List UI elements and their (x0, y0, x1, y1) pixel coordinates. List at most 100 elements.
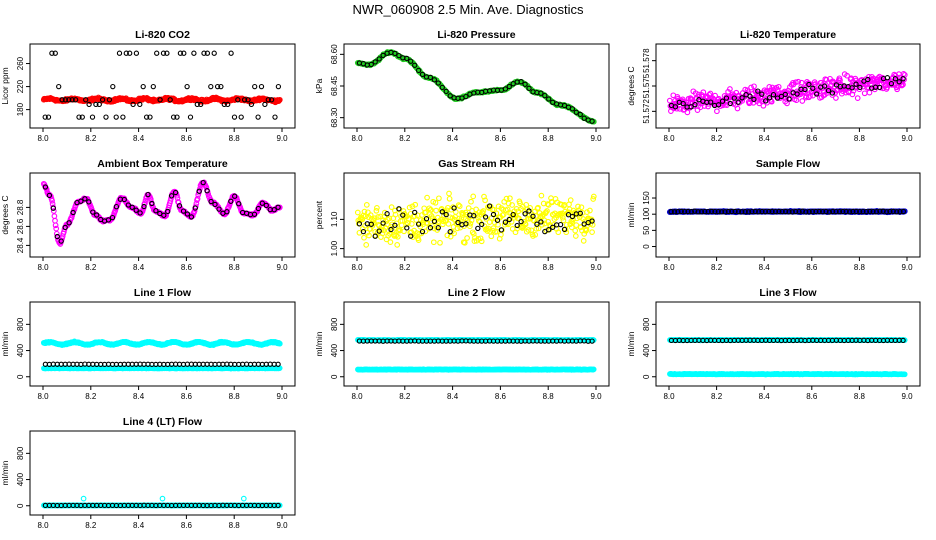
x-tick-label: 8.4 (759, 134, 771, 143)
data-point (688, 209, 695, 215)
data-point (275, 361, 281, 367)
data-point (752, 208, 758, 215)
data-point (50, 208, 57, 214)
data-point (590, 196, 597, 202)
series-raw (354, 49, 597, 125)
data-point (860, 208, 866, 215)
plot-points (40, 338, 283, 372)
y-axis-label: Licor ppm (0, 67, 10, 104)
data-point (386, 215, 393, 222)
y-tick-label: 800 (330, 317, 339, 331)
data-point (870, 208, 876, 215)
data-point (435, 225, 441, 231)
data-point (829, 90, 836, 96)
data-point (816, 208, 822, 215)
data-point (471, 213, 477, 219)
data-point (204, 50, 211, 56)
data-point (502, 219, 509, 225)
data-point (446, 195, 453, 202)
data-point (789, 209, 795, 215)
x-tick-label: 9.0 (276, 263, 288, 272)
data-point (550, 224, 556, 230)
data-point (712, 208, 718, 215)
data-point (688, 104, 694, 110)
data-point (478, 238, 485, 245)
x-tick-label: 8.0 (663, 263, 675, 272)
data-point (873, 209, 880, 215)
data-point (806, 81, 812, 88)
data-point (463, 221, 469, 227)
x-tick-label: 8.8 (854, 134, 866, 143)
x-tick-label: 8.4 (133, 392, 145, 401)
x-tick-label: 8.4 (133, 263, 145, 272)
data-point (776, 208, 782, 215)
x-tick-label: 8.0 (37, 392, 49, 401)
data-point (534, 221, 540, 227)
y-tick-label: 0 (330, 374, 339, 379)
data-point (482, 197, 488, 204)
chart-title: Gas Stream RH (438, 158, 514, 170)
data-point (482, 214, 489, 220)
data-point (546, 227, 552, 233)
plot-points (666, 208, 908, 216)
data-point (538, 90, 544, 96)
plot-frame (343, 301, 610, 387)
data-point (577, 224, 584, 231)
data-point (589, 118, 595, 124)
data-point (518, 79, 524, 85)
plot-points (40, 50, 283, 120)
data-point (372, 233, 378, 239)
data-point (52, 50, 58, 56)
x-tick-label: 9.0 (590, 263, 602, 272)
data-point (770, 92, 777, 98)
data-point (90, 209, 96, 215)
data-point (259, 200, 265, 206)
data-point (672, 104, 679, 110)
data-point (133, 207, 139, 213)
data-point (224, 209, 230, 215)
data-point (490, 211, 497, 218)
data-point (775, 83, 782, 90)
x-tick-label: 8.0 (351, 392, 363, 401)
data-point (392, 211, 399, 218)
x-tick-label: 8.8 (854, 263, 866, 272)
chart-title: Line 3 Flow (759, 287, 817, 299)
data-point (589, 338, 595, 344)
data-point (813, 208, 819, 215)
data-point (208, 198, 214, 205)
data-point (93, 101, 99, 108)
y-tick-label: 51.578 (642, 48, 651, 73)
data-point (719, 98, 726, 104)
data-point (52, 217, 58, 224)
data-point (443, 211, 449, 218)
data-point (700, 89, 707, 96)
data-point (887, 208, 893, 215)
data-point (853, 208, 859, 215)
data-point (137, 210, 143, 216)
x-tick-label: 8.8 (543, 392, 555, 401)
data-point (685, 208, 691, 215)
data-point (377, 213, 384, 220)
data-point (899, 82, 905, 89)
data-point (850, 87, 857, 94)
data-point (567, 197, 574, 203)
data-point (160, 50, 167, 56)
data-point (404, 55, 410, 62)
data-point (435, 80, 441, 86)
y-axis-label: ml/min (314, 331, 324, 356)
data-point (590, 193, 597, 200)
data-point (176, 203, 183, 209)
data-point (883, 209, 890, 215)
y-tick-label: 220 (16, 79, 25, 93)
data-point (745, 209, 752, 215)
data-point (446, 190, 452, 197)
data-point (194, 195, 201, 202)
data-point (187, 114, 194, 120)
data-point (445, 221, 452, 227)
data-point (276, 340, 283, 347)
data-point (251, 211, 258, 217)
y-tick-label: 1.10 (330, 211, 339, 227)
data-point (525, 227, 532, 233)
